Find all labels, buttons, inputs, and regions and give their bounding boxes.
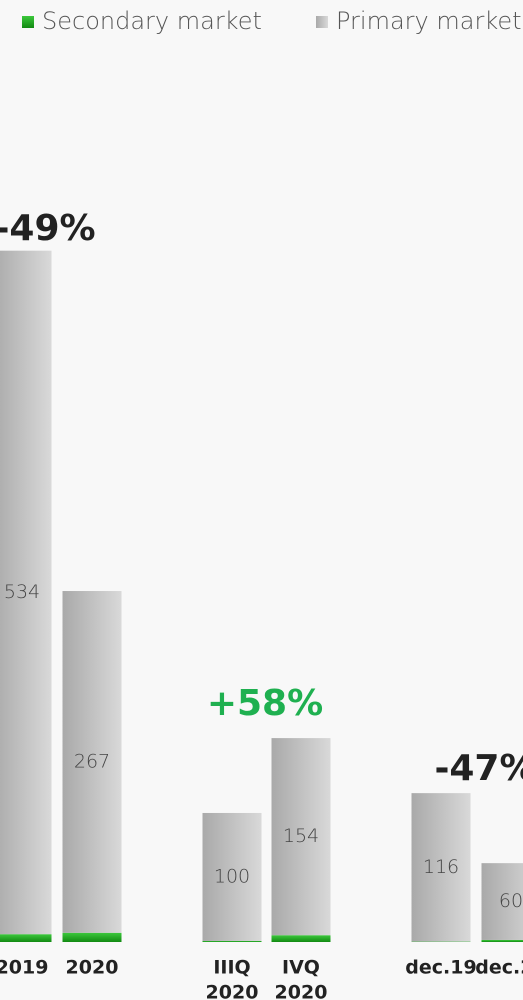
primary-bar xyxy=(411,793,471,942)
legend-swatch xyxy=(22,16,34,28)
secondary-bar xyxy=(202,940,262,942)
annotation: -49% xyxy=(0,208,96,249)
plot: 6,153420197,226720200,8100IIIQ20205,3154… xyxy=(0,208,523,1000)
secondary-bar xyxy=(481,939,523,942)
category-label: 2020 xyxy=(275,982,328,1000)
primary-bar xyxy=(62,591,122,933)
primary-bar xyxy=(481,863,523,940)
secondary-bar xyxy=(271,935,331,942)
legend-label: Primary market xyxy=(336,7,522,35)
category-label: IVQ xyxy=(282,957,320,979)
category-label: 2019 xyxy=(0,957,48,979)
value-label: 534 xyxy=(4,581,40,603)
legend: Secondary market Primary market xyxy=(22,7,522,35)
value-label: 267 xyxy=(74,750,110,772)
secondary-bar xyxy=(62,932,122,942)
primary-bar xyxy=(0,250,52,935)
primary-bar xyxy=(202,812,262,941)
value-label: 154 xyxy=(283,825,319,847)
value-label: 100 xyxy=(214,865,250,887)
primary-bar xyxy=(271,738,331,936)
annotation: -47% xyxy=(434,748,523,789)
annotation: +58% xyxy=(207,683,323,724)
legend-swatch xyxy=(316,16,328,28)
category-label: dec.19 xyxy=(405,957,476,979)
value-label: 116 xyxy=(423,856,459,878)
category-label: IIIQ xyxy=(213,957,250,979)
secondary-bar xyxy=(0,934,52,942)
legend-label: Secondary market xyxy=(42,7,262,35)
value-label: 60 xyxy=(499,890,523,912)
category-label: 2020 xyxy=(66,957,119,979)
category-label: 2020 xyxy=(206,982,259,1000)
category-label: dec.20 xyxy=(475,957,523,979)
